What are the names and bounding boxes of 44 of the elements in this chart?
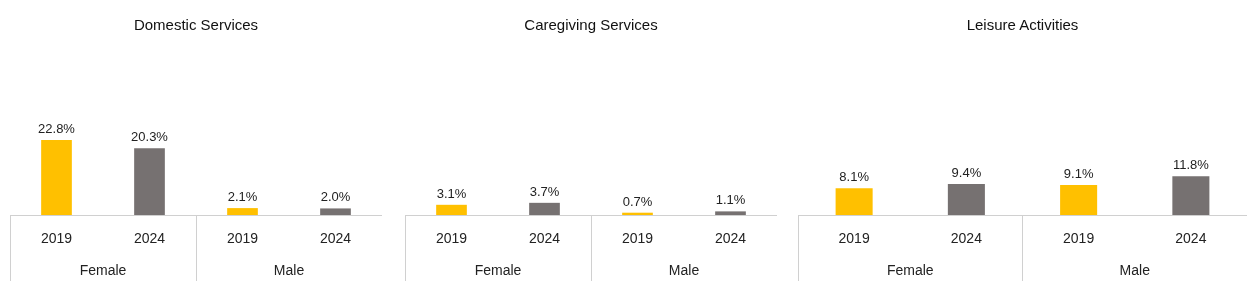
x-tick-label: 2019	[1063, 230, 1095, 246]
x-tick-label: 2024	[319, 230, 352, 246]
bar	[227, 208, 258, 215]
data-label: 2.0%	[320, 189, 351, 205]
bar	[320, 208, 351, 215]
bar	[134, 148, 165, 215]
text: Female	[79, 262, 127, 278]
x-tick-label: 2019	[838, 230, 870, 246]
data-label: 2.1%	[227, 189, 258, 205]
text: Female	[474, 262, 522, 278]
bar	[835, 188, 873, 215]
x-tick-label: 2019	[40, 230, 73, 246]
x-tick-label: 2019	[435, 230, 468, 246]
text: Female	[886, 262, 934, 278]
bar	[1060, 185, 1098, 215]
data-label: 8.1%	[839, 169, 870, 185]
data-label: 1.1%	[715, 192, 746, 208]
x-tick-label: 2024	[950, 230, 983, 246]
x-tick-label: 2019	[621, 230, 654, 246]
chart-title: Leisure Activities	[966, 16, 1079, 33]
data-label: 3.7%	[529, 183, 560, 199]
bar	[41, 140, 72, 215]
data-label: 3.1%	[436, 185, 467, 201]
data-label: 9.1%	[1063, 166, 1094, 182]
bar	[1172, 176, 1210, 215]
data-label: 20.3%	[131, 129, 169, 145]
x-tick-label: 2024	[528, 230, 561, 246]
x-tick-label: 2019	[226, 230, 259, 246]
x-tick-label: 2024	[714, 230, 747, 246]
data-label: 0.7%	[622, 193, 653, 209]
text: Male	[273, 262, 305, 278]
chart-title: Caregiving Services	[524, 16, 658, 33]
bar	[436, 204, 467, 215]
data-label: 11.8%	[1172, 157, 1210, 173]
data-label: 9.4%	[951, 165, 982, 181]
text: Male	[1119, 262, 1151, 278]
bar	[947, 184, 985, 215]
bar	[715, 211, 746, 215]
chart-title: Domestic Services	[133, 16, 259, 33]
bar	[529, 202, 560, 215]
data-label: 22.8%	[38, 121, 76, 136]
x-tick-label: 2024	[133, 230, 166, 246]
text: Male	[668, 262, 700, 278]
x-tick-label: 2024	[1175, 230, 1207, 246]
